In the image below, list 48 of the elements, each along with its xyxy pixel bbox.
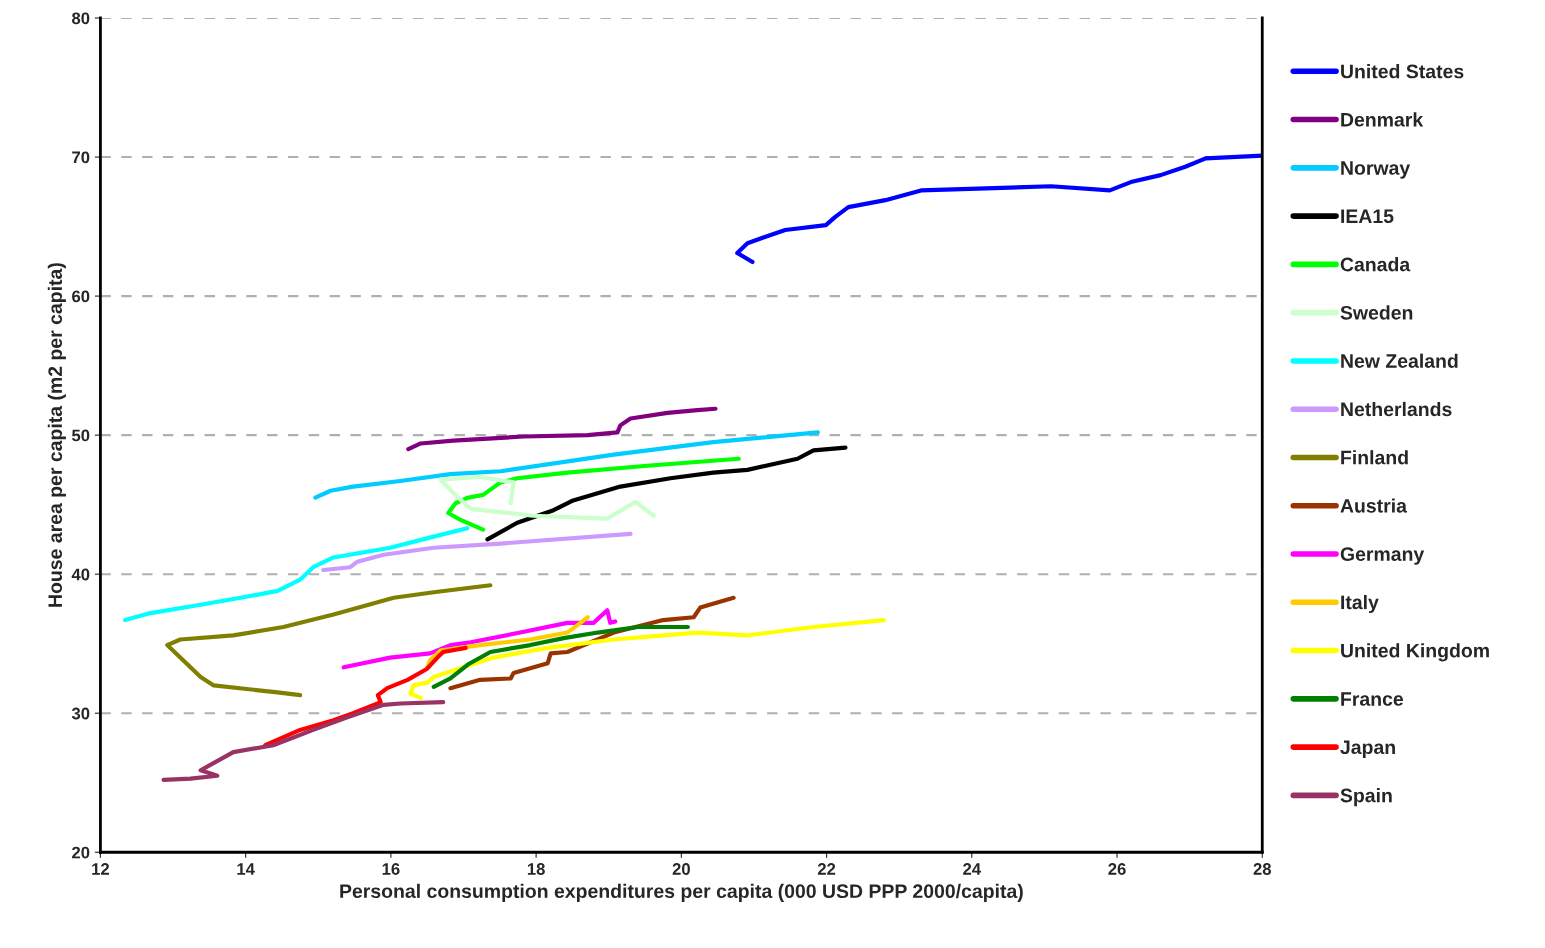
- legend-label: IEA15: [1341, 209, 1394, 224]
- line-series: [446, 456, 741, 532]
- line-series: [123, 526, 470, 623]
- y-axis-title: House area per capita (m2 per capita): [47, 263, 66, 607]
- legend-label: Sweden: [1340, 305, 1413, 320]
- x-axis-title: Personal consumption expenditures per capita (000 USD PPP 2000/capita): [340, 883, 1023, 902]
- y-tick-label: 50: [71, 429, 90, 442]
- y-tick-label: 70: [72, 151, 90, 164]
- x-tick-label: 26: [1108, 863, 1126, 875]
- y-tick-label: 20: [72, 846, 90, 859]
- y-tick-label: 30: [71, 707, 90, 720]
- y-tick-label: 40: [71, 568, 90, 581]
- line-series: [165, 583, 493, 698]
- legend-label: Japan: [1340, 740, 1395, 758]
- legend-label: France: [1341, 692, 1404, 706]
- line-series: [408, 617, 887, 701]
- legend-label: Austria: [1340, 498, 1408, 513]
- x-tick-label: 20: [672, 863, 690, 875]
- legend-label: Denmark: [1341, 112, 1424, 127]
- legend-label: Italy: [1341, 594, 1379, 614]
- line-series: [263, 645, 468, 748]
- legend-label: Norway: [1341, 161, 1411, 179]
- line-series: [313, 430, 820, 500]
- legend-label: United States: [1341, 64, 1464, 79]
- x-tick-label: 12: [92, 863, 110, 875]
- legend-label: Netherlands: [1341, 401, 1452, 417]
- x-tick-label: 24: [963, 863, 981, 875]
- line-series: [735, 153, 1263, 265]
- x-tick-label: 14: [237, 863, 255, 875]
- x-tick-label: 16: [382, 863, 400, 875]
- legend-label: New Zealand: [1341, 353, 1458, 368]
- line-series: [321, 531, 633, 573]
- x-tick-label: 18: [527, 863, 545, 875]
- line-series: [431, 624, 690, 689]
- x-tick-label: 22: [817, 863, 836, 875]
- legend-label: Germany: [1340, 547, 1425, 565]
- y-tick-label: 80: [72, 12, 90, 25]
- line-series: [438, 474, 656, 521]
- x-tick-label: 28: [1253, 863, 1272, 875]
- legend-label: Spain: [1340, 788, 1392, 807]
- legend-label: United Kingdom: [1341, 643, 1489, 662]
- legend-label: Canada: [1340, 257, 1411, 272]
- line-series: [485, 445, 848, 542]
- legend-label: Finland: [1341, 450, 1408, 465]
- line-series: [161, 700, 446, 783]
- line-series: [341, 608, 618, 670]
- y-tick-label: 60: [72, 290, 90, 303]
- line-series: [406, 406, 718, 452]
